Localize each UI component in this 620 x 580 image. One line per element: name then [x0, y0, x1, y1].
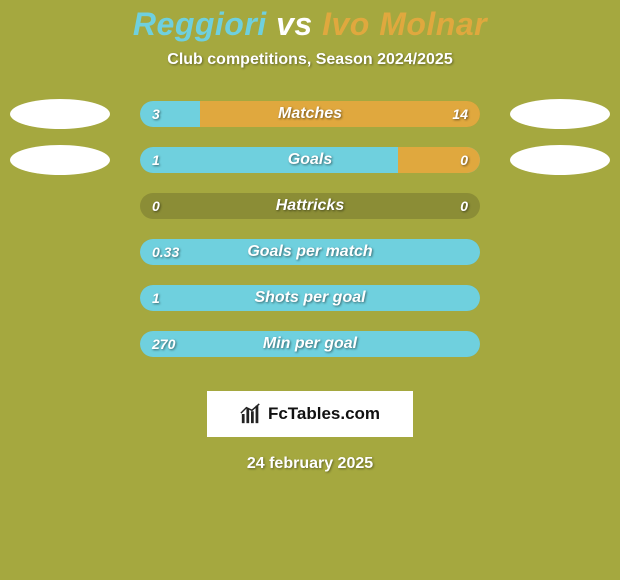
logo-text: FcTables.com: [268, 404, 380, 424]
bar-left: [140, 101, 200, 127]
player2-avatar: [510, 145, 610, 175]
bar-left: [140, 239, 480, 265]
bar-container: [140, 239, 480, 265]
stat-row: Hattricks00: [0, 193, 620, 239]
bar-container: [140, 101, 480, 127]
date-text: 24 february 2025: [247, 455, 373, 473]
page-title: Reggiori vs Ivo Molnar: [133, 6, 487, 43]
player2-name: Ivo Molnar: [322, 6, 487, 42]
bar-container: [140, 285, 480, 311]
stats-chart: Matches314Goals10Hattricks00Goals per ma…: [0, 101, 620, 377]
bar-right: [398, 147, 480, 173]
stat-row: Goals10: [0, 147, 620, 193]
content-wrapper: Reggiori vs Ivo Molnar Club competitions…: [0, 0, 620, 580]
bar-container: [140, 193, 480, 219]
player1-avatar: [10, 99, 110, 129]
bar-left: [140, 331, 480, 357]
bar-left: [140, 285, 480, 311]
player1-name: Reggiori: [133, 6, 267, 42]
bar-right: [200, 101, 480, 127]
stat-row: Min per goal270: [0, 331, 620, 377]
subtitle: Club competitions, Season 2024/2025: [167, 51, 452, 69]
stat-row: Matches314: [0, 101, 620, 147]
vs-text: vs: [276, 6, 313, 42]
bar-container: [140, 147, 480, 173]
bar-container: [140, 331, 480, 357]
stat-row: Goals per match0.33: [0, 239, 620, 285]
stat-row: Shots per goal1: [0, 285, 620, 331]
player2-avatar: [510, 99, 610, 129]
bar-chart-icon: [240, 403, 262, 425]
player1-avatar: [10, 145, 110, 175]
logo-box: FcTables.com: [207, 391, 413, 437]
